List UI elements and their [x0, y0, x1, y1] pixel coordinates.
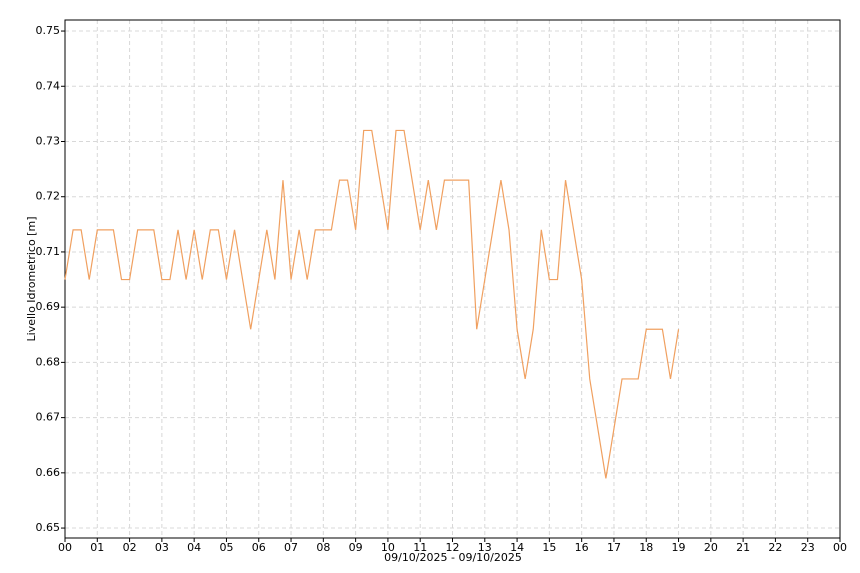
x-axis-title: 09/10/2025 - 09/10/2025 [384, 551, 522, 564]
x-tick-label: 08 [316, 541, 330, 554]
x-tick-label: 11 [413, 541, 427, 554]
y-tick-label: 0.72 [36, 190, 61, 203]
y-axis-title: Livello Idrometrico [m] [25, 217, 38, 342]
y-tick-label: 0.73 [36, 134, 61, 147]
y-tick-label: 0.69 [36, 300, 61, 313]
x-tick-label: 21 [736, 541, 750, 554]
x-tick-label: 16 [575, 541, 589, 554]
x-tick-label: 23 [801, 541, 815, 554]
x-tick-label: 18 [639, 541, 653, 554]
x-tick-label: 01 [90, 541, 104, 554]
x-tick-label: 07 [284, 541, 298, 554]
y-tick-label: 0.66 [36, 466, 61, 479]
x-tick-label: 04 [187, 541, 201, 554]
x-tick-label: 22 [768, 541, 782, 554]
x-tick-label: 12 [446, 541, 460, 554]
x-tick-label: 06 [252, 541, 266, 554]
x-tick-label: 10 [381, 541, 395, 554]
x-tick-label: 05 [219, 541, 233, 554]
x-tick-label: 02 [123, 541, 137, 554]
x-tick-label: 03 [155, 541, 169, 554]
y-tick-label: 0.75 [36, 24, 61, 37]
y-tick-label: 0.74 [36, 79, 61, 92]
x-tick-label: 19 [672, 541, 686, 554]
y-tick-label: 0.65 [36, 521, 61, 534]
x-tick-label: 13 [478, 541, 492, 554]
y-tick-label: 0.68 [36, 355, 61, 368]
x-tick-label: 00 [58, 541, 72, 554]
x-tick-label: 09 [349, 541, 363, 554]
y-tick-label: 0.67 [36, 411, 61, 424]
y-tick-label: 0.71 [36, 245, 61, 258]
x-tick-label: 14 [510, 541, 524, 554]
x-tick-label: 15 [542, 541, 556, 554]
x-tick-label: 17 [607, 541, 621, 554]
x-tick-label: 00 [833, 541, 847, 554]
data-line [64, 129, 680, 479]
x-tick-label: 20 [704, 541, 718, 554]
